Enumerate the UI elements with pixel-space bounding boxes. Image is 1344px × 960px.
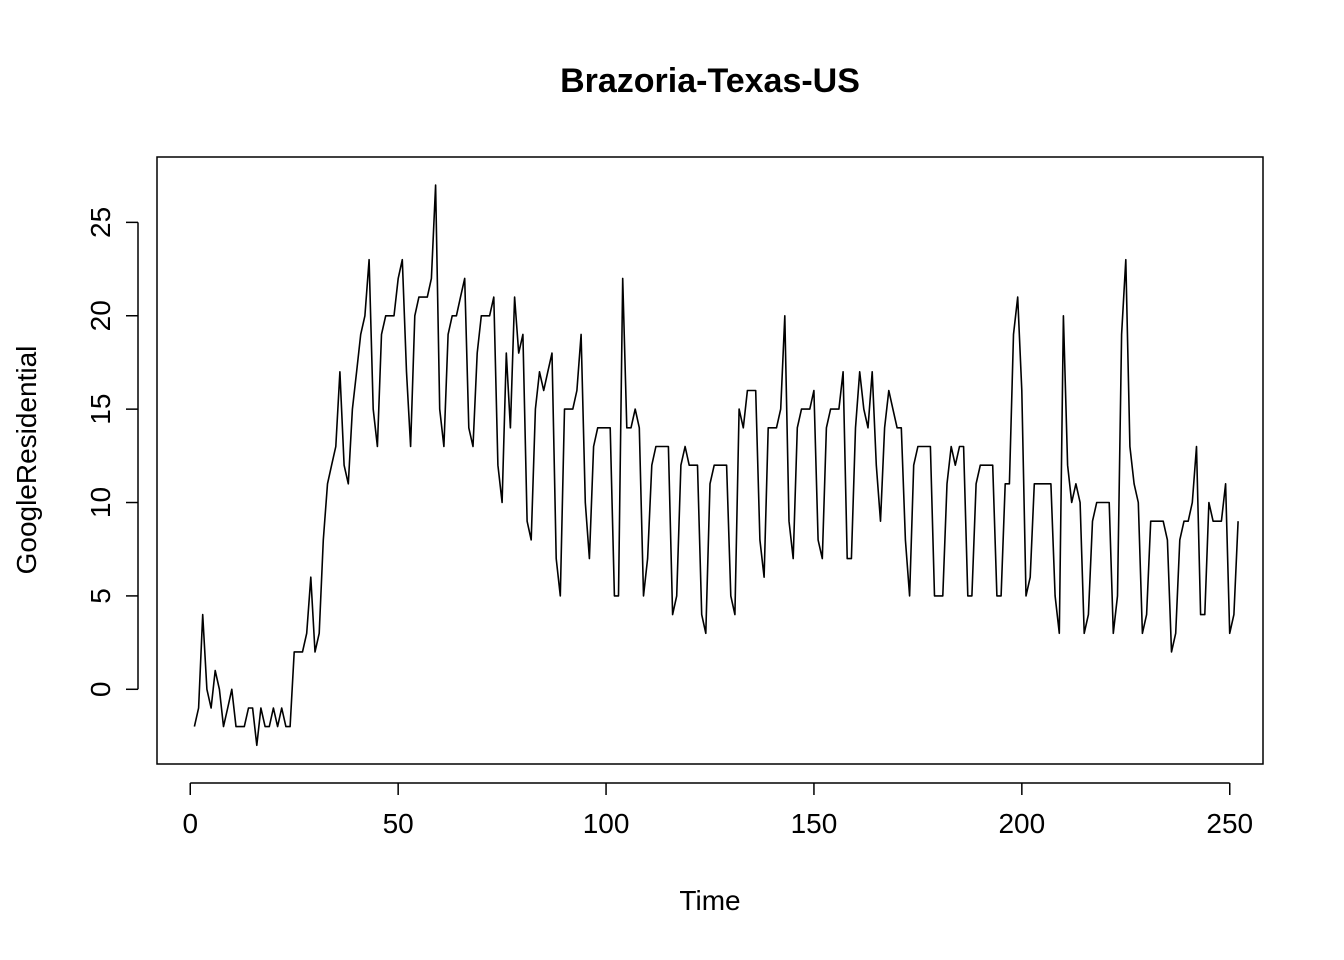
x-tick-label: 50 [383,808,414,839]
y-tick-label: 5 [85,588,116,604]
y-axis: 0 5 10 15 20 25 [85,207,139,698]
x-tick-label: 0 [182,808,198,839]
x-axis-label: Time [679,885,740,916]
x-tick-label: 150 [791,808,838,839]
y-tick-label: 10 [85,487,116,518]
x-axis: 0 50 100 150 200 250 [182,782,1253,839]
x-tick-label: 100 [583,808,630,839]
y-tick-label: 20 [85,300,116,331]
y-tick-label: 25 [85,207,116,238]
x-tick-label: 250 [1206,808,1253,839]
series-line-google-residential [193,184,1239,747]
plot-frame [156,156,1264,765]
y-axis-label: GoogleResidential [11,346,42,575]
y-tick-label: 15 [85,394,116,425]
x-tick-label: 200 [998,808,1045,839]
chart-title: Brazoria-Texas-US [560,62,860,100]
y-tick-label: 0 [85,682,116,698]
